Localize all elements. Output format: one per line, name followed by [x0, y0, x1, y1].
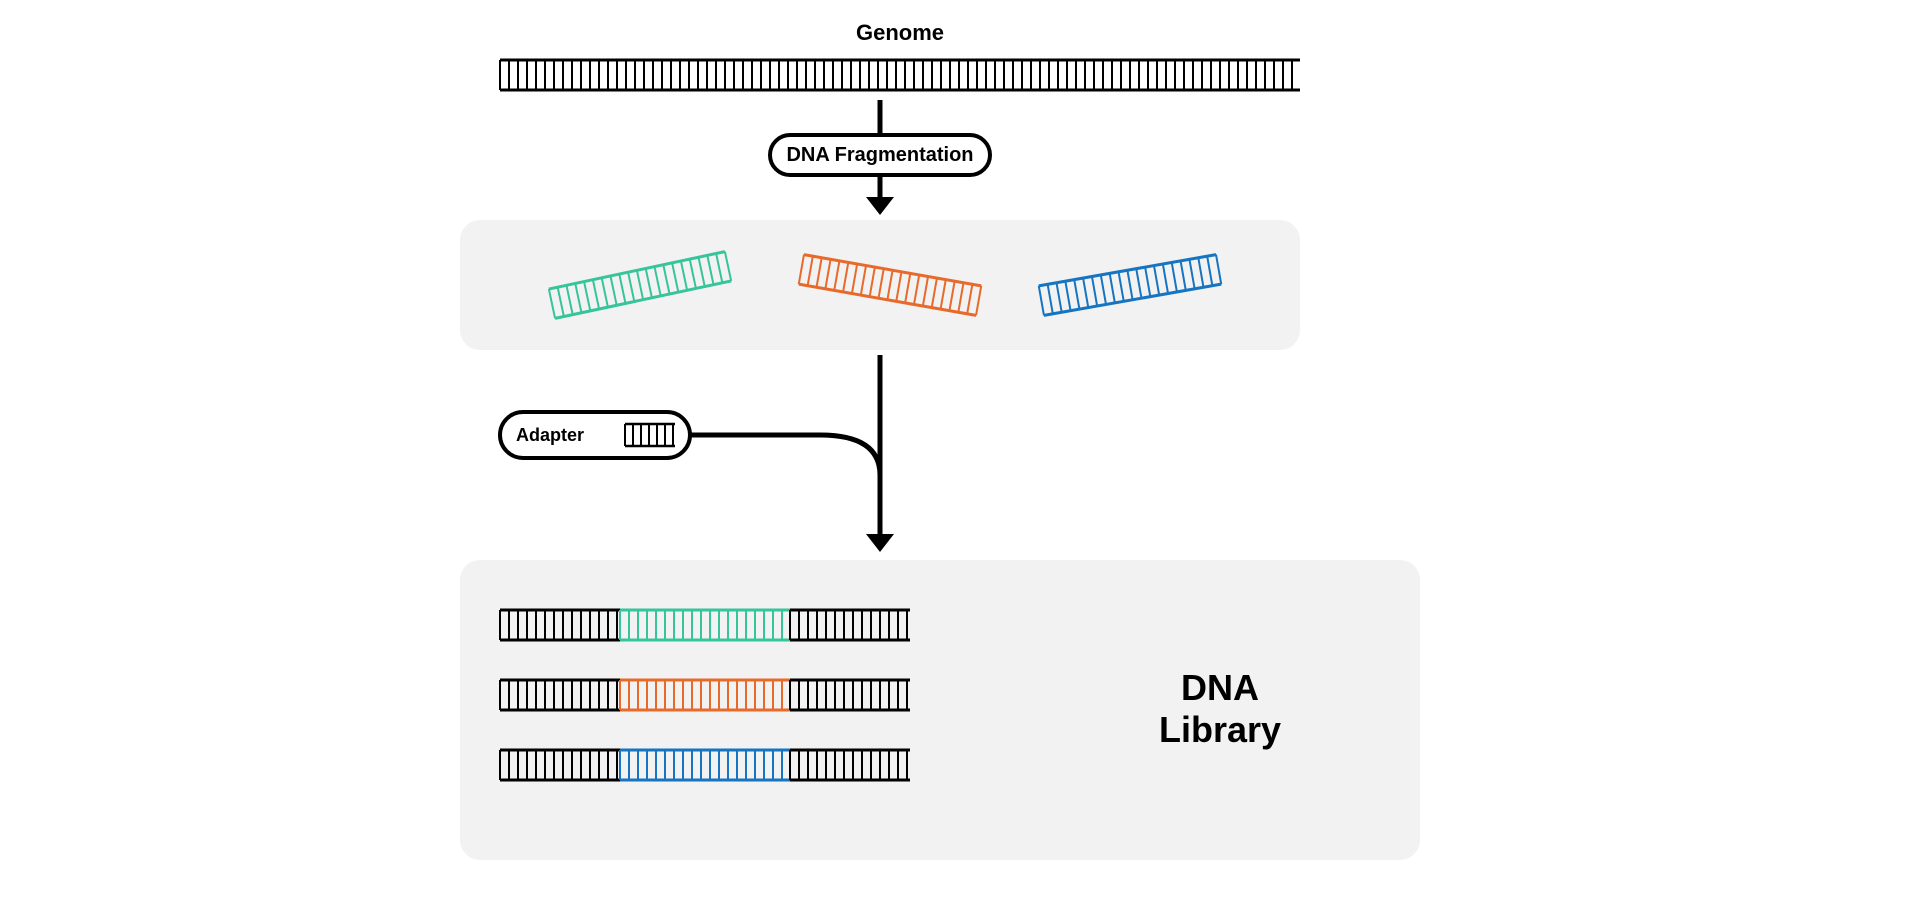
library-label-line1: DNA [1181, 667, 1259, 708]
step-fragmentation-label: DNA Fragmentation [786, 144, 973, 166]
genome-title: Genome [856, 20, 944, 45]
genome-ladder [500, 60, 1300, 90]
library-label-line2: Library [1159, 709, 1281, 750]
adapter-label: Adapter [516, 425, 584, 445]
adapter-connector [690, 435, 880, 475]
